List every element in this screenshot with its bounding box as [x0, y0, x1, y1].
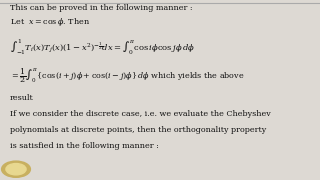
- Text: is satisfied in the following manner :: is satisfied in the following manner :: [10, 142, 158, 150]
- Text: Let  $x = \cos\phi$. Then: Let $x = \cos\phi$. Then: [10, 16, 90, 28]
- Circle shape: [6, 163, 26, 175]
- Text: $=\dfrac{1}{2}\int_{0}^{\pi}\{\cos(i+j)\phi+\cos(i-j)\phi\}\,d\phi$ which yields: $=\dfrac{1}{2}\int_{0}^{\pi}\{\cos(i+j)\…: [10, 66, 244, 85]
- Text: result: result: [10, 94, 33, 102]
- Text: $\int_{-1}^{1}T_i(x)T_j(x)(1-x^2)^{-\frac{1}{2}}dx = \int_{0}^{\pi}\cos i\phi\co: $\int_{-1}^{1}T_i(x)T_j(x)(1-x^2)^{-\fra…: [10, 37, 195, 57]
- Text: This can be proved in the following manner :: This can be proved in the following mann…: [10, 4, 192, 12]
- Text: polynomials at discrete points, then the orthogonality property: polynomials at discrete points, then the…: [10, 126, 266, 134]
- Text: If we consider the discrete case, i.e. we evaluate the Chebyshev: If we consider the discrete case, i.e. w…: [10, 110, 270, 118]
- Circle shape: [2, 161, 30, 177]
